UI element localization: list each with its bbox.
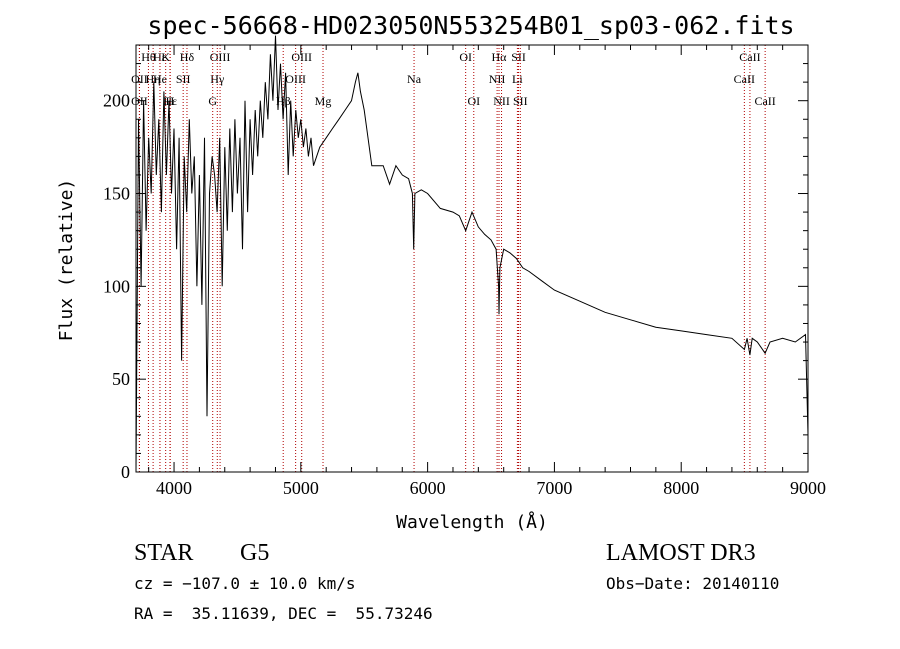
ticks-layer: 4000 5000 6000 7000 8000 9000 0 50 100 150 200 [103,45,826,498]
object-class: STAR [134,540,194,566]
spectral-line-label: Li [512,72,523,86]
observation-date: Obs−Date: 20140110 [606,574,780,593]
spectral-line-label: Hγ [210,72,225,86]
chart-title: spec-56668-HD023050N553254B01_sp03-062.f… [147,11,794,40]
spectral-line-label: Hθ [141,50,156,64]
spectral-line-label: CaII [739,50,760,64]
spectral-line-label: K [161,50,170,64]
y-axis-label: Flux (relative) [56,179,77,342]
spectral-line-label: SII [176,72,191,86]
y-tick-label: 150 [103,184,130,204]
spectral-line-label: OI [467,94,480,108]
spectral-line-label: Na [407,72,422,86]
spectral-line-label: SII [511,50,526,64]
series-line-flux [135,35,809,473]
spectral-line-label: Mg [315,94,332,108]
spectral-line-label: Hε [163,94,177,108]
spectral-line-label: CaII [754,94,775,108]
spectral-line-label: Hα [492,50,508,64]
y-tick-label: 0 [121,462,130,482]
y-tick-label: 50 [112,369,130,389]
redshift-cz: cz = −107.0 ± 10.0 km/s [134,574,356,593]
spectral-line-label: OIII [285,72,306,86]
spectral-line-label: NII [493,94,510,108]
spectral-line-label: CaII [734,72,755,86]
x-tick-label: 5000 [283,478,319,498]
x-tick-label: 7000 [536,478,572,498]
survey-label: LAMOST DR3 [606,540,756,566]
spectral-line-label: H [166,94,175,108]
spectral-line-label: Hδ [180,50,195,64]
spectral-subclass: G5 [240,540,270,566]
series-layer [135,35,809,473]
x-tick-label: 8000 [663,478,699,498]
coordinates: RA = 35.11639, DEC = 55.73246 [134,604,433,623]
y-tick-label: 100 [103,276,130,296]
spectral-line-label: G [208,94,217,108]
x-tick-label: 6000 [410,478,446,498]
spectral-line-label: He [153,72,167,86]
spectral-line-label: OIII [210,50,231,64]
spectral-line-label: OI [459,50,472,64]
plot-frame [135,44,809,473]
x-tick-label: 9000 [790,478,826,498]
spectral-line-label: NII [489,72,506,86]
x-tick-label: 4000 [156,478,192,498]
y-tick-label: 200 [103,91,130,111]
spectral-line-label: Hη [146,72,161,86]
spectral-line-label: OIII [291,50,312,64]
x-axis-label: Wavelength (Å) [396,511,548,533]
spectral-line-label: SII [513,94,528,108]
